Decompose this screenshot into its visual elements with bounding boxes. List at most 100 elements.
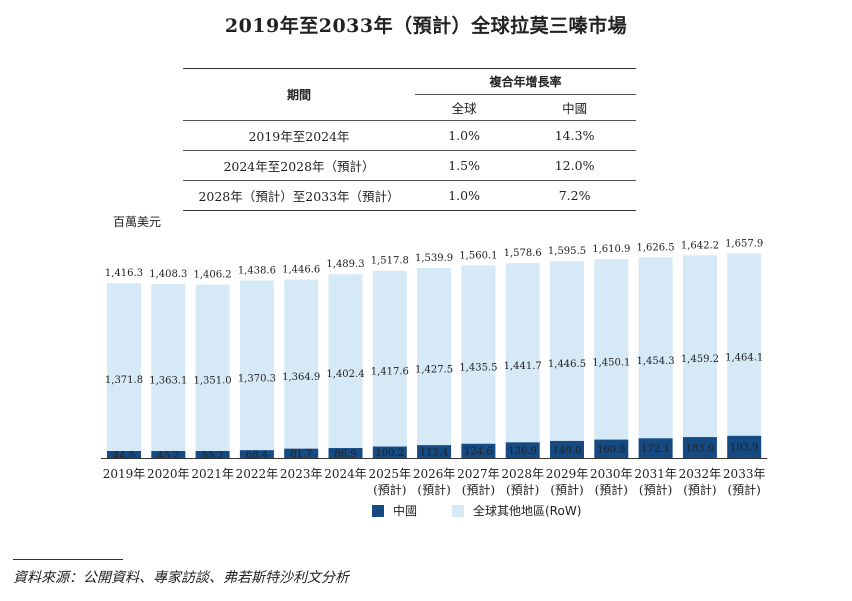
bar-label-total: 1,408.3 [149, 269, 187, 280]
bar-china [239, 450, 274, 458]
bar-label-row: 1,446.5 [548, 359, 586, 370]
bar-label-row: 1,417.6 [371, 367, 409, 378]
bar-label-total: 1,626.5 [637, 242, 675, 253]
legend-china: 中國 [372, 502, 417, 519]
bar-label-total: 1,610.9 [592, 244, 630, 255]
bar-label-row: 1,427.5 [415, 365, 453, 376]
x-tick-sublabel: (預計) [728, 482, 761, 497]
bar-china [550, 440, 584, 458]
x-tick-sublabel: (預計) [595, 482, 628, 497]
bar-label-row: 1,464.1 [725, 353, 763, 364]
legend-swatch-row [452, 504, 464, 517]
bar-label-total: 1,489.3 [326, 259, 364, 270]
row-global: 1.0% [448, 128, 480, 143]
x-tick-label: 2028年 [501, 467, 544, 481]
bar-label-china: 112.4 [420, 447, 449, 458]
bar-china [195, 451, 230, 458]
bar-row [727, 253, 762, 436]
x-tick-sublabel: (預計) [683, 482, 716, 497]
bar-label-row: 1,351.0 [194, 376, 232, 387]
bar-row [594, 259, 629, 440]
bar-label-china: 149.0 [553, 445, 582, 456]
table-row: 2019年至2024年 1.0% 14.3% [183, 121, 636, 151]
row-china: 12.0% [554, 158, 595, 173]
x-tick-label: 2025年 [369, 467, 412, 481]
row-period: 2028年（預計）至2033年（預計） [198, 189, 400, 204]
x-tick-label: 2021年 [191, 467, 234, 481]
table-row: 2024年至2028年（預計） 1.5% 12.0% [183, 151, 636, 181]
bar-label-total: 1,595.5 [548, 246, 586, 257]
bar-china [284, 448, 319, 458]
bar-china [461, 443, 496, 458]
bar-label-china: 172.1 [641, 444, 670, 455]
bar-china [594, 439, 629, 458]
x-tick-label: 2026年 [413, 467, 456, 481]
bar-label-china: 193.9 [730, 443, 759, 454]
bar-label-china: 160.8 [597, 445, 626, 456]
bar-row [505, 263, 540, 443]
x-tick-label: 2027年 [457, 467, 500, 481]
bar-label-row: 1,363.1 [149, 376, 187, 387]
x-tick-sublabel: (預計) [373, 482, 406, 497]
row-global: 1.0% [448, 188, 480, 203]
cagr-table: 期間 複合年增長率 全球 中國 2019年至2024年 1.0% 14.3% 2… [183, 68, 636, 211]
bar-label-total: 1,642.2 [681, 240, 719, 251]
x-tick-label: 2029年 [546, 467, 589, 481]
bar-label-total: 1,657.9 [725, 238, 763, 249]
cagr-header: 複合年增長率 [415, 68, 636, 95]
x-tick-label: 2030年 [590, 467, 633, 481]
bar-china [638, 438, 673, 458]
bar-label-total: 1,578.6 [504, 248, 542, 259]
bar-china [727, 435, 762, 458]
row-period: 2019年至2024年 [248, 129, 350, 144]
source-note: 資料來源：公開資料、專家訪談、弗若斯特沙利文分析 [13, 570, 349, 586]
row-china: 7.2% [558, 188, 591, 203]
chart-title: 2019年至2033年（預計）全球拉莫三嗪市場 [224, 15, 628, 37]
bar-label-total: 1,539.9 [415, 253, 453, 264]
bar-row [550, 261, 584, 441]
bar-label-row: 1,454.3 [637, 356, 675, 367]
bar-label-china: 68.4 [246, 450, 268, 461]
unit-label: 百萬美元 [113, 215, 162, 229]
bar-row [417, 267, 452, 446]
bar-row [328, 274, 363, 449]
legend-swatch-china [372, 504, 384, 517]
bar-label-china: 44.5 [113, 450, 135, 461]
period-header: 期間 [183, 68, 415, 121]
x-tick-sublabel: (預計) [462, 482, 495, 497]
bar-label-total: 1,560.1 [459, 250, 497, 261]
bar-china [107, 451, 141, 458]
row-global: 1.5% [448, 158, 480, 173]
bar-label-row: 1,435.5 [459, 363, 497, 374]
bar-label-total: 1,446.6 [282, 264, 320, 275]
bar-label-row: 1,459.2 [681, 354, 719, 365]
x-tick-label: 2023年 [280, 467, 323, 481]
bar-china [682, 437, 717, 458]
x-tick-label: 2033年 [723, 467, 766, 481]
bar-row [682, 255, 717, 438]
bar-label-china: 124.6 [464, 447, 493, 458]
bar-label-row: 1,371.8 [105, 375, 143, 386]
bar-label-row: 1,364.9 [282, 372, 320, 383]
bar-row [195, 284, 230, 451]
col-global-header: 全球 [451, 101, 477, 116]
bar-label-china: 86.9 [334, 449, 356, 460]
x-tick-label: 2019年 [103, 467, 146, 481]
bar-label-total: 1,406.2 [194, 269, 232, 280]
x-tick-sublabel: (預計) [417, 482, 450, 497]
bar-label-china: 183.0 [686, 443, 715, 454]
x-tick-sublabel: (預計) [639, 482, 672, 497]
bar-china [328, 448, 363, 458]
bar-label-china: 100.2 [375, 448, 404, 459]
bar-row [151, 284, 186, 451]
bar-label-total: 1,517.8 [371, 256, 409, 267]
bar-label-row: 1,441.7 [504, 361, 542, 372]
x-tick-label: 2032年 [679, 467, 722, 481]
x-tick-label: 2020年 [147, 467, 190, 481]
bar-label-row: 1,370.3 [238, 373, 276, 384]
bar-label-china: 136.9 [508, 446, 537, 457]
bar-row [284, 279, 319, 449]
row-china: 14.3% [554, 128, 595, 143]
bar-label-total: 1,416.3 [105, 268, 143, 279]
